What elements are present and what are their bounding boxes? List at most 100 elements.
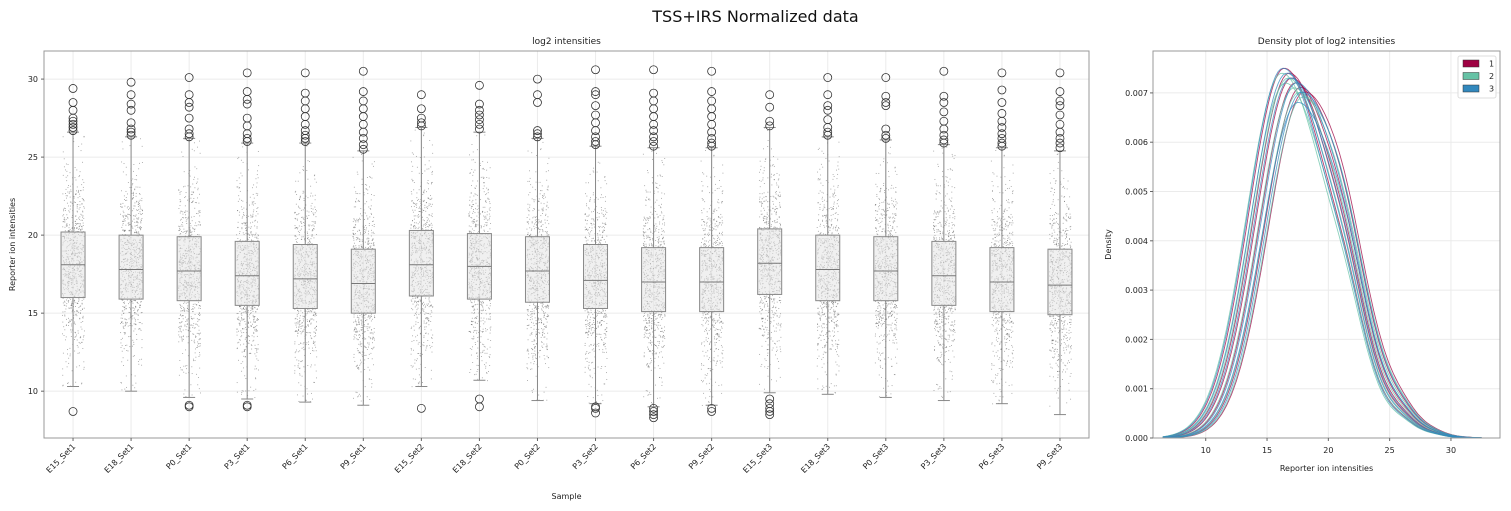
strip-point xyxy=(352,246,354,248)
strip-point xyxy=(297,180,299,182)
strip-point xyxy=(255,186,257,188)
strip-point xyxy=(191,220,193,222)
strip-point xyxy=(183,171,185,173)
strip-point xyxy=(253,390,255,392)
strip-point xyxy=(358,343,360,345)
strip-point xyxy=(135,382,137,384)
strip-point xyxy=(420,333,422,335)
strip-point xyxy=(355,191,357,193)
strip-point xyxy=(313,214,315,216)
strip-point xyxy=(431,226,433,228)
strip-point xyxy=(244,240,246,242)
strip-point xyxy=(78,227,80,229)
strip-point xyxy=(352,221,354,223)
strip-point xyxy=(359,218,361,220)
strip-point xyxy=(81,300,83,302)
strip-point xyxy=(193,229,195,230)
strip-point xyxy=(423,201,425,202)
strip-point xyxy=(121,310,123,312)
strip-point xyxy=(418,172,420,174)
strip-point xyxy=(70,331,72,333)
strip-point xyxy=(237,318,239,320)
strip-point xyxy=(426,313,428,314)
strip-point xyxy=(410,353,412,355)
strip-point xyxy=(186,319,188,321)
strip-point xyxy=(121,321,123,323)
strip-point xyxy=(312,342,314,344)
strip-point xyxy=(361,322,363,324)
strip-point xyxy=(240,344,241,346)
strip-point xyxy=(310,323,312,325)
strip-point xyxy=(313,313,315,315)
strip-point xyxy=(420,363,422,365)
strip-point xyxy=(310,207,312,209)
strip-point xyxy=(430,166,432,168)
strip-point xyxy=(127,214,129,215)
strip-point xyxy=(248,342,250,344)
strip-point xyxy=(187,355,189,357)
strip-point xyxy=(78,225,80,227)
strip-point xyxy=(241,208,243,210)
strip-point xyxy=(361,184,363,185)
strip-point xyxy=(67,349,69,351)
strip-point xyxy=(373,245,375,247)
strip-point xyxy=(306,217,308,219)
strip-point xyxy=(178,225,180,227)
strip-point xyxy=(75,215,77,217)
strip-point xyxy=(184,235,186,237)
strip-point xyxy=(426,221,428,223)
strip-point xyxy=(239,323,241,325)
strip-point xyxy=(192,311,194,312)
strip-point xyxy=(305,314,307,316)
strip-point xyxy=(257,207,259,209)
strip-point xyxy=(198,202,200,204)
strip-point xyxy=(240,313,242,315)
strip-point xyxy=(431,224,433,226)
strip-point xyxy=(352,397,354,399)
strip-point xyxy=(245,337,247,339)
strip-point xyxy=(125,196,127,198)
strip-point xyxy=(193,317,195,319)
strip-point xyxy=(364,230,366,232)
strip-point xyxy=(423,336,425,338)
strip-point xyxy=(413,329,415,331)
strip-point xyxy=(369,242,371,244)
strip-point xyxy=(83,206,85,208)
strip-point xyxy=(301,216,302,218)
strip-point xyxy=(422,219,424,221)
strip-point xyxy=(74,167,76,168)
strip-point xyxy=(369,369,371,371)
strip-point xyxy=(73,303,75,305)
strip-point xyxy=(134,202,136,204)
strip-point xyxy=(251,308,253,310)
strip-point xyxy=(198,307,200,309)
strip-point xyxy=(367,242,369,244)
strip-point xyxy=(308,225,310,227)
strip-point xyxy=(423,220,425,222)
strip-point xyxy=(80,190,82,192)
strip-point xyxy=(63,218,65,220)
strip-point xyxy=(137,315,139,316)
strip-point xyxy=(122,223,124,224)
strip-point xyxy=(194,314,196,315)
strip-point xyxy=(360,363,362,365)
strip-point xyxy=(121,190,122,192)
strip-point xyxy=(294,370,296,372)
strip-point xyxy=(251,203,253,205)
strip-point xyxy=(304,326,306,328)
strip-point xyxy=(422,382,423,383)
strip-point xyxy=(180,313,181,315)
strip-point xyxy=(356,220,358,221)
strip-point xyxy=(301,322,303,324)
strip-point xyxy=(313,381,315,383)
strip-point xyxy=(357,368,359,369)
strip-point xyxy=(62,193,64,195)
strip-point xyxy=(359,364,361,366)
strip-point xyxy=(306,388,308,390)
strip-point xyxy=(426,226,428,228)
strip-point xyxy=(371,239,373,241)
strip-point xyxy=(252,215,254,217)
strip-point xyxy=(66,223,68,225)
strip-point xyxy=(413,226,414,227)
strip-point xyxy=(140,312,142,314)
